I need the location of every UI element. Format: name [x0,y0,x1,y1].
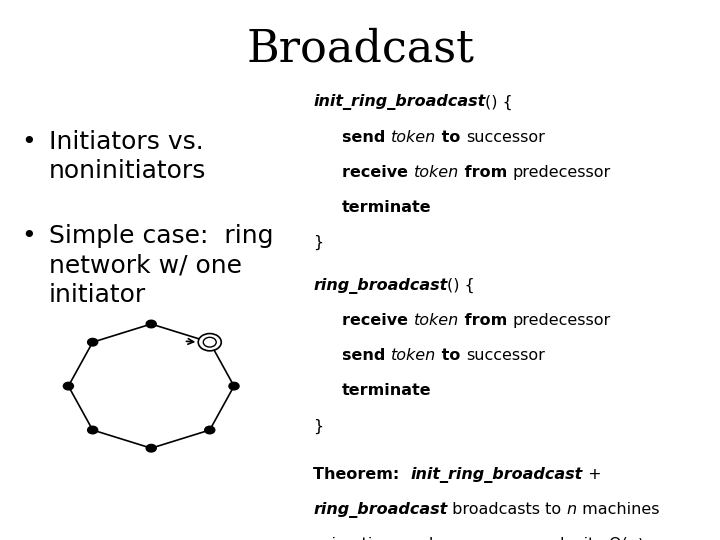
Circle shape [198,334,221,351]
Text: }: } [313,235,323,250]
Text: ring_broadcast: ring_broadcast [313,278,447,294]
Text: () {: () { [485,94,513,110]
Text: token: token [391,130,436,145]
Text: broadcasts to: broadcasts to [447,502,567,517]
Text: •: • [22,224,36,248]
Circle shape [203,338,216,347]
Text: send: send [342,130,391,145]
Circle shape [146,320,156,328]
Text: predecessor: predecessor [513,313,611,328]
Text: }: } [313,418,323,434]
Text: token: token [413,313,459,328]
Circle shape [88,339,98,346]
Text: to: to [436,130,467,145]
Text: receive: receive [342,165,413,180]
Text: () {: () { [447,278,475,293]
Text: init_ring_broadcast: init_ring_broadcast [410,467,583,483]
Text: ): ) [638,537,644,540]
Text: •: • [22,130,36,153]
Circle shape [88,426,98,434]
Text: init_ring_broadcast: init_ring_broadcast [313,94,485,111]
Text: Broadcast: Broadcast [246,27,474,70]
Circle shape [146,444,156,452]
Text: receive: receive [342,313,413,328]
Text: terminate: terminate [342,383,431,399]
Circle shape [63,382,73,390]
Text: send: send [342,348,391,363]
Text: n: n [628,537,638,540]
Text: terminate: terminate [342,200,431,215]
Text: Simple case:  ring
network w/ one
initiator: Simple case: ring network w/ one initiat… [49,224,274,307]
Text: successor: successor [467,348,545,363]
Text: to: to [436,348,467,363]
Text: n: n [567,502,577,517]
Circle shape [204,426,215,434]
Text: machines: machines [577,502,660,517]
Text: from: from [459,313,513,328]
Text: using time and message complexity O(: using time and message complexity O( [313,537,628,540]
Text: ring_broadcast: ring_broadcast [313,502,447,518]
Text: token: token [391,348,436,363]
Text: +: + [583,467,602,482]
Text: Initiators vs.
noninitiators: Initiators vs. noninitiators [49,130,207,183]
Text: successor: successor [467,130,545,145]
Text: token: token [413,165,459,180]
Text: predecessor: predecessor [513,165,611,180]
Text: from: from [459,165,513,180]
Circle shape [229,382,239,390]
Text: Theorem:: Theorem: [313,467,410,482]
